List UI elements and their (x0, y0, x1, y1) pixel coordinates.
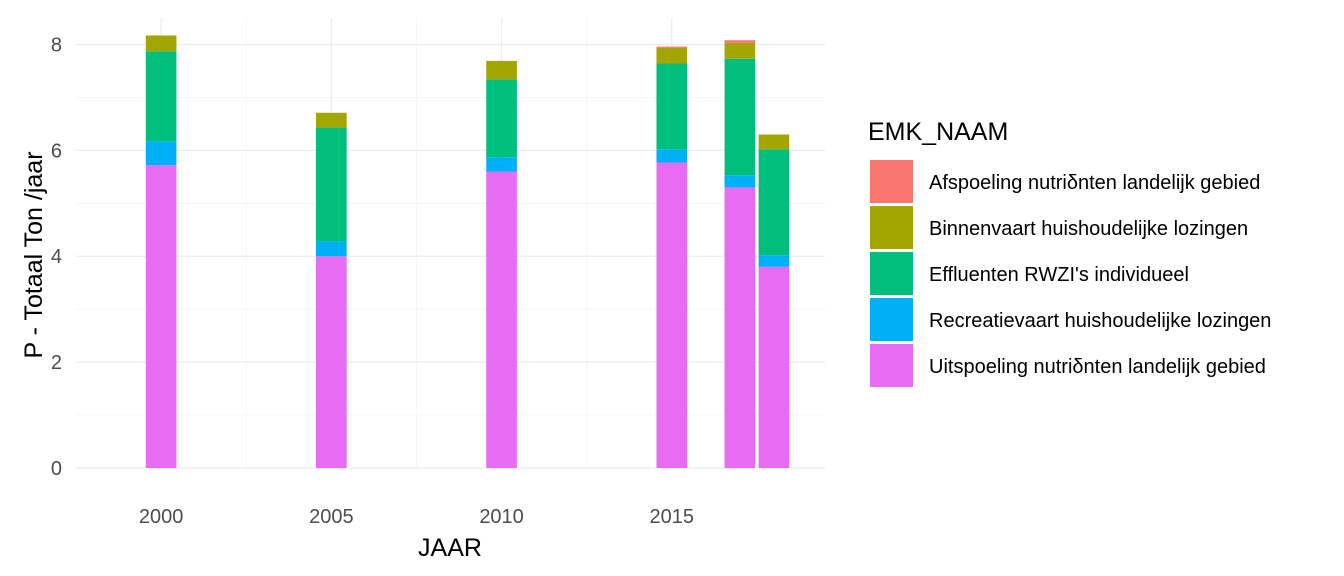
bar-segment (145, 51, 177, 142)
bar-segment (758, 134, 790, 150)
bar-segment (656, 162, 688, 468)
y-tick-label: 4 (51, 246, 62, 268)
y-axis-ticks: 0 2 4 6 8 (51, 34, 62, 480)
bar-segment (145, 35, 177, 52)
bar-segment (316, 112, 347, 128)
bar-segment (724, 40, 756, 43)
bars (145, 35, 790, 469)
x-axis-title: JAAR (418, 534, 482, 562)
x-axis-ticks: 2000 2005 2010 2015 (139, 506, 694, 528)
y-tick-label: 6 (51, 140, 62, 162)
bar-segment (656, 149, 688, 163)
bar-segment (656, 46, 688, 48)
y-tick-label: 8 (51, 34, 62, 56)
bar-segment (656, 63, 688, 150)
legend-swatch (870, 252, 913, 295)
bar-segment (145, 141, 177, 166)
x-tick-label: 2010 (479, 506, 524, 528)
bar-segment (724, 187, 756, 469)
bar-segment (758, 149, 790, 256)
bar-segment (656, 47, 688, 64)
bar-segment (724, 42, 756, 59)
legend-label: Effluenten RWZI's individueel (929, 264, 1189, 286)
bar-segment (316, 127, 347, 242)
y-tick-label: 0 (51, 458, 62, 480)
legend-swatch (870, 206, 913, 249)
x-tick-label: 2005 (309, 506, 354, 528)
legend-label: Uitspoeling nutriδnten landelijk gebied (929, 356, 1266, 378)
bar-segment (316, 256, 347, 468)
y-tick-label: 2 (51, 352, 62, 374)
bar-segment (486, 171, 517, 468)
bar-segment (758, 266, 790, 468)
legend-title: EMK_NAAM (868, 118, 1008, 146)
y-axis-title: P - Totaal Ton /jaar (20, 151, 48, 358)
legend: EMK_NAAM Afspoeling nutriδnten landelijk… (868, 118, 1271, 387)
legend-label: Afspoeling nutriδnten landelijk gebied (929, 172, 1260, 194)
x-tick-label: 2015 (650, 506, 695, 528)
legend-swatch (870, 160, 913, 203)
x-tick-label: 2000 (139, 506, 184, 528)
grid (76, 18, 825, 469)
bar-segment (486, 79, 517, 158)
legend-swatch (870, 344, 913, 387)
bar-segment (316, 241, 347, 257)
bar-segment (486, 157, 517, 172)
bar-segment (724, 58, 756, 176)
legend-label: Recreatievaart huishoudelijke lozingen (929, 310, 1271, 332)
bar-segment (724, 175, 756, 188)
bar-segment (758, 255, 790, 267)
bar-segment (486, 60, 517, 80)
bar-segment (145, 165, 177, 469)
legend-label: Binnenvaart huishoudelijke lozingen (929, 218, 1248, 240)
legend-swatch (870, 298, 913, 341)
